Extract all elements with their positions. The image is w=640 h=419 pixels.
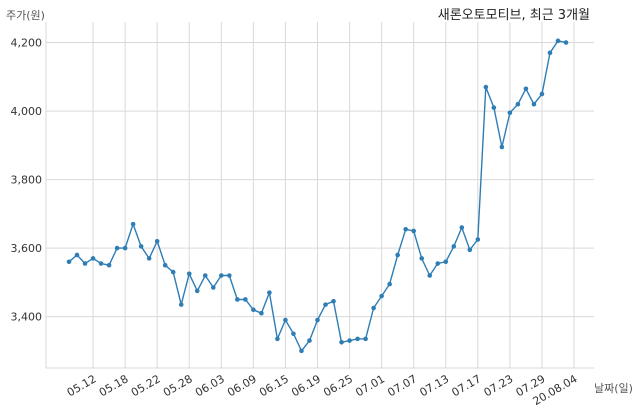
x-tick-label: 05.18 <box>97 372 131 399</box>
y-tick-label: 4,000 <box>11 105 43 118</box>
data-point <box>114 245 120 251</box>
data-point <box>379 293 384 299</box>
data-point <box>539 91 545 97</box>
data-point <box>499 144 505 150</box>
x-tick-label: 07.23 <box>482 372 516 399</box>
x-tick-label: 07.13 <box>417 372 451 399</box>
data-point <box>74 252 80 258</box>
series-layer <box>66 38 569 354</box>
data-point <box>66 259 72 265</box>
data-point <box>427 273 433 278</box>
data-point <box>299 348 304 354</box>
data-point <box>259 310 264 316</box>
y-tick-label: 4,200 <box>11 37 43 50</box>
data-point <box>411 228 416 234</box>
data-point <box>467 247 473 253</box>
data-point <box>387 281 392 287</box>
data-point <box>403 226 408 232</box>
data-point <box>563 40 569 45</box>
grid <box>45 22 594 369</box>
y-tick-label: 3,600 <box>11 242 43 255</box>
data-point <box>531 101 537 107</box>
data-point <box>419 256 425 261</box>
x-tick-label: 07.07 <box>385 372 419 399</box>
data-point <box>291 331 296 337</box>
data-point <box>138 244 144 249</box>
data-point <box>146 256 152 261</box>
data-point <box>227 273 232 278</box>
x-tick-label: 06.03 <box>193 372 227 399</box>
data-point <box>275 336 280 342</box>
data-point <box>507 110 513 116</box>
data-point <box>235 297 240 302</box>
x-tick-label: 05.12 <box>65 372 99 399</box>
data-point <box>162 262 168 268</box>
data-point <box>555 38 561 44</box>
data-point <box>130 221 136 227</box>
data-point <box>395 252 400 258</box>
data-point <box>90 256 96 261</box>
y-axis-label: 주가(원) <box>6 9 45 22</box>
data-point <box>515 101 521 107</box>
data-point <box>194 288 200 294</box>
axes: 3,400 3,600 3,800 4,000 4,200 05.1205.1805.22… <box>11 37 580 409</box>
x-tick-label: 05.28 <box>161 372 195 399</box>
y-tick-label: 3,800 <box>11 174 43 187</box>
x-tick-label: 06.15 <box>257 372 291 399</box>
data-point <box>331 298 336 304</box>
data-point <box>491 105 497 110</box>
data-point <box>267 290 272 295</box>
x-tick-label: 06.09 <box>225 372 259 399</box>
x-tick-label: 05.22 <box>129 372 163 399</box>
data-point <box>251 307 256 313</box>
data-point <box>186 271 192 277</box>
data-point <box>210 285 216 290</box>
x-tick-label: 07.17 <box>450 372 484 399</box>
data-point <box>315 317 320 323</box>
x-tick-label: 07.01 <box>353 372 387 399</box>
data-point <box>219 273 224 278</box>
data-point <box>355 336 360 342</box>
data-point <box>547 50 553 56</box>
data-point <box>283 317 288 323</box>
data-point <box>106 262 112 268</box>
data-point <box>443 259 449 265</box>
data-point <box>483 84 489 90</box>
data-point <box>371 305 376 311</box>
data-point <box>82 261 88 266</box>
data-point <box>323 302 328 307</box>
x-tick-label: 06.25 <box>321 372 355 399</box>
data-point <box>243 297 248 302</box>
x-tick-label: 06.19 <box>289 372 323 399</box>
data-point <box>170 269 176 275</box>
y-tick-label: 3,400 <box>11 311 43 324</box>
data-point <box>435 261 441 266</box>
x-axis-label: 날짜(일) <box>594 381 633 395</box>
data-point <box>347 338 352 343</box>
data-point <box>339 340 344 345</box>
data-point <box>523 86 529 92</box>
data-point <box>122 245 128 251</box>
data-point <box>451 244 457 249</box>
data-point <box>459 225 465 230</box>
data-point <box>154 238 160 244</box>
data-point <box>202 273 208 278</box>
data-point <box>178 302 184 307</box>
chart-title: 새론오토모티브, 최근 3개월 <box>438 8 590 23</box>
data-point <box>98 261 104 266</box>
data-point <box>475 237 481 242</box>
data-point <box>363 336 368 342</box>
data-point <box>307 338 312 343</box>
